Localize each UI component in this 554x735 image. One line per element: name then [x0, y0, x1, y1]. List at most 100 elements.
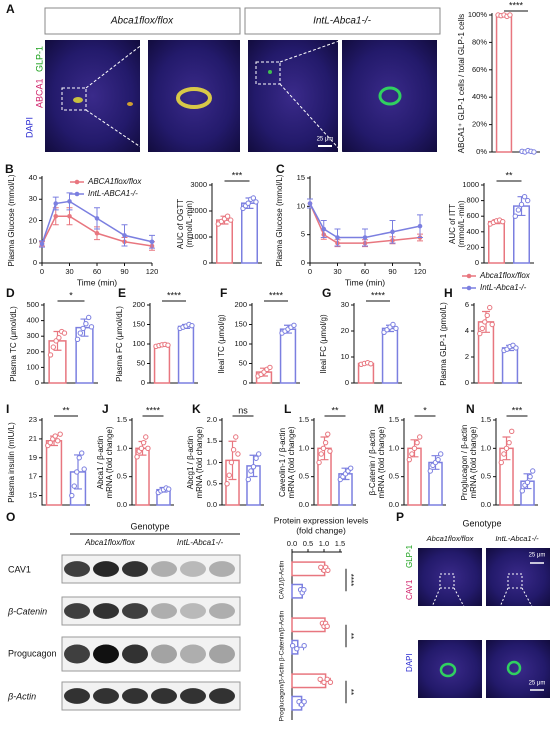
data-point	[166, 486, 172, 492]
data-point	[55, 438, 61, 444]
data-point	[503, 445, 510, 452]
y-axis-label: mRNA (fold change)	[105, 426, 114, 498]
category-label: CAV1/β-Actin	[279, 560, 286, 599]
data-point	[368, 361, 374, 367]
data-point	[489, 321, 495, 328]
stain-label: GLP-1	[34, 46, 44, 72]
y-axis-label: mRNA (fold change)	[195, 426, 204, 498]
data-point	[521, 194, 528, 200]
data-point	[253, 455, 259, 461]
blot-strip	[61, 636, 241, 672]
y-axis-label: Ileal TC (μmol/g)	[217, 314, 226, 373]
panel-label: I	[6, 402, 9, 416]
y-tick-label: 0	[141, 378, 145, 387]
y-tick-label: 5	[301, 230, 305, 239]
significance-label: **	[331, 405, 339, 415]
data-point	[301, 587, 307, 593]
y-tick-label: 1.0	[117, 443, 127, 452]
significance-label: **	[346, 633, 355, 639]
data-point	[531, 149, 537, 155]
blot-band	[64, 644, 90, 664]
band-label: CAV1	[8, 564, 31, 574]
data-point	[143, 434, 149, 440]
data-point	[327, 448, 333, 454]
y-tick-label: 400	[466, 227, 479, 236]
y-tick-label: 0	[35, 378, 39, 387]
y-axis-label: Plasma Glucose (mmol/L)	[7, 174, 16, 266]
y-tick-label: 15	[297, 173, 305, 182]
bar	[291, 617, 326, 633]
y-tick-label: 200	[26, 347, 39, 356]
genotype-label: Genotype	[130, 521, 169, 531]
significance-label: ****	[269, 290, 284, 300]
y-tick-label: 600	[466, 211, 479, 220]
y-tick-label: 400	[26, 316, 39, 325]
data-point	[88, 324, 95, 330]
blot-band	[93, 561, 119, 577]
x-tick-label: 30	[65, 267, 73, 276]
y-axis-label: Abcg1 / β-actin	[186, 436, 195, 490]
data-point	[484, 312, 490, 319]
blot-band	[151, 561, 177, 577]
data-point	[417, 434, 423, 440]
data-point	[122, 233, 127, 238]
x-tick-label: 90	[388, 267, 396, 276]
y-tick-label: 30	[29, 194, 37, 203]
band-label: Progucagon	[8, 648, 57, 658]
stain-label: DAPI	[24, 117, 34, 138]
bar	[501, 347, 519, 384]
y-tick-label: 1.5	[299, 415, 309, 424]
panel-label: N	[466, 402, 475, 416]
y-tick-label: 0.5	[389, 472, 399, 481]
data-point	[417, 223, 423, 229]
y-tick-label: 200	[466, 242, 479, 251]
data-point	[83, 321, 89, 327]
x-tick-label: 0.0	[287, 539, 297, 548]
data-point	[245, 476, 251, 483]
data-point	[289, 643, 296, 649]
category-label: Proglucagon/β-Actin	[279, 662, 286, 721]
y-tick-label: 23	[29, 415, 37, 424]
data-point	[224, 481, 230, 487]
data-point	[47, 352, 54, 358]
axis	[309, 176, 420, 264]
bar	[241, 202, 258, 264]
significance-label: ****	[346, 574, 355, 586]
data-point	[245, 200, 251, 206]
y-axis-label: mRNA (fold change)	[287, 426, 296, 498]
chart-title: (fold change)	[296, 525, 346, 535]
data-point	[53, 213, 59, 219]
stain-label: DAPI	[405, 653, 414, 672]
y-tick-label: 80%	[472, 37, 487, 46]
data-point	[71, 483, 77, 489]
x-tick-label: 90	[120, 267, 128, 276]
data-point	[500, 218, 506, 225]
blot-band	[209, 603, 235, 619]
data-point	[53, 201, 59, 206]
blot-band	[93, 603, 119, 619]
y-tick-label: 40%	[472, 92, 487, 101]
significance-label: ****	[371, 290, 386, 300]
axis	[291, 551, 342, 720]
data-point	[321, 226, 327, 232]
y-tick-label: 10	[341, 352, 349, 361]
data-point	[248, 468, 254, 474]
data-point	[498, 459, 504, 466]
significance-label: *	[69, 290, 73, 300]
data-point	[479, 325, 485, 332]
data-point	[307, 201, 313, 206]
data-point	[477, 330, 483, 337]
stain-label: GLP-1	[405, 544, 414, 568]
y-axis-label: Proglucagon / β-actin	[460, 425, 469, 501]
y-tick-label: 3000	[190, 180, 207, 189]
y-axis-label: Plasma GLP-1 (pmol/L)	[439, 302, 448, 386]
bar	[488, 220, 505, 264]
panel-label: L	[284, 402, 291, 416]
data-point	[322, 439, 329, 446]
y-axis-label: Plasma insulin (mIU/L)	[7, 422, 16, 503]
panel-label: M	[374, 402, 384, 416]
data-point	[39, 241, 45, 247]
y-axis-label: Ileal FC (μmol/g)	[319, 314, 328, 374]
y-tick-label: 0	[203, 258, 207, 267]
x-axis-label: Time (min)	[77, 277, 117, 287]
